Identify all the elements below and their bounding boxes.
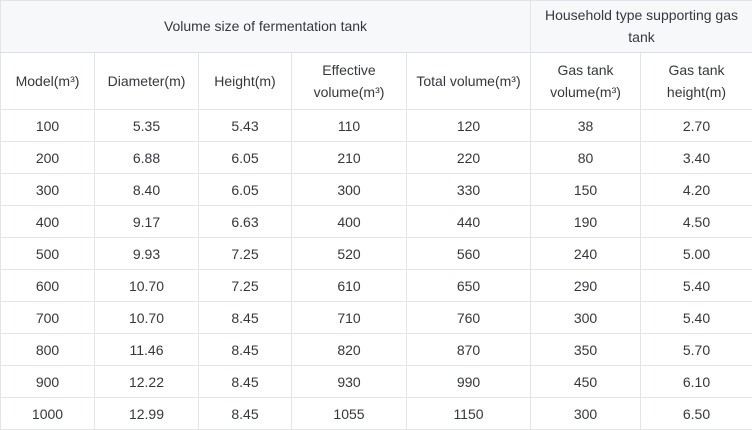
table-cell: 350 [531, 334, 641, 366]
table-cell: 5.70 [641, 334, 752, 366]
table-cell: 220 [407, 142, 531, 174]
table-cell: 6.10 [641, 366, 752, 398]
table-cell: 200 [1, 142, 95, 174]
table-cell: 930 [292, 366, 407, 398]
table-cell: 110 [292, 110, 407, 142]
table-cell: 800 [1, 334, 95, 366]
table-cell: 8.45 [199, 366, 292, 398]
group-header-row: Volume size of fermentation tank Househo… [1, 1, 752, 53]
table-cell: 300 [292, 174, 407, 206]
table-cell: 6.88 [95, 142, 199, 174]
table-cell: 4.20 [641, 174, 752, 206]
table-cell: 5.40 [641, 302, 752, 334]
table-cell: 400 [1, 206, 95, 238]
group-header-gas-tank: Household type supporting gas tank [531, 1, 752, 53]
table-cell: 610 [292, 270, 407, 302]
table-cell: 5.40 [641, 270, 752, 302]
table-cell: 6.05 [199, 142, 292, 174]
table-cell: 650 [407, 270, 531, 302]
table-cell: 12.22 [95, 366, 199, 398]
column-header-row: Model(m³) Diameter(m) Height(m) Effectiv… [1, 53, 752, 110]
column-header-effective-volume: Effective volume(m³) [292, 53, 407, 110]
table-cell: 8.45 [199, 398, 292, 430]
table-cell: 120 [407, 110, 531, 142]
table-cell: 6.63 [199, 206, 292, 238]
table-cell: 450 [531, 366, 641, 398]
table-cell: 8.45 [199, 334, 292, 366]
table-cell: 210 [292, 142, 407, 174]
table-cell: 870 [407, 334, 531, 366]
table-cell: 12.99 [95, 398, 199, 430]
table-cell: 400 [292, 206, 407, 238]
table-cell: 330 [407, 174, 531, 206]
table-cell: 700 [1, 302, 95, 334]
table-cell: 1150 [407, 398, 531, 430]
table-cell: 300 [1, 174, 95, 206]
table-cell: 820 [292, 334, 407, 366]
table-cell: 80 [531, 142, 641, 174]
table-cell: 10.70 [95, 302, 199, 334]
table-cell: 9.93 [95, 238, 199, 270]
table-cell: 300 [531, 302, 641, 334]
table-cell: 560 [407, 238, 531, 270]
table-cell: 710 [292, 302, 407, 334]
table-cell: 500 [1, 238, 95, 270]
table-cell: 11.46 [95, 334, 199, 366]
table-cell: 5.43 [199, 110, 292, 142]
table-cell: 6.05 [199, 174, 292, 206]
column-header-diameter: Diameter(m) [95, 53, 199, 110]
table-cell: 760 [407, 302, 531, 334]
table-cell: 9.17 [95, 206, 199, 238]
table-cell: 7.25 [199, 270, 292, 302]
group-header-fermentation-tank: Volume size of fermentation tank [1, 1, 531, 53]
table-cell: 2.70 [641, 110, 752, 142]
table-cell: 190 [531, 206, 641, 238]
table-cell: 7.25 [199, 238, 292, 270]
table-cell: 5.00 [641, 238, 752, 270]
table-cell: 900 [1, 366, 95, 398]
column-header-gas-tank-volume: Gas tank volume(m³) [531, 53, 641, 110]
table-cell: 600 [1, 270, 95, 302]
table-cell: 520 [292, 238, 407, 270]
column-header-gas-tank-height: Gas tank height(m) [641, 53, 752, 110]
column-header-height: Height(m) [199, 53, 292, 110]
table-cell: 100 [1, 110, 95, 142]
column-header-total-volume: Total volume(m³) [407, 53, 531, 110]
table-cell: 3.40 [641, 142, 752, 174]
table-cell: 10.70 [95, 270, 199, 302]
table-cell: 150 [531, 174, 641, 206]
table-cell: 38 [531, 110, 641, 142]
table-cell: 990 [407, 366, 531, 398]
table-cell: 240 [531, 238, 641, 270]
table-header: Volume size of fermentation tank Househo… [1, 1, 752, 110]
table-cell: 440 [407, 206, 531, 238]
table-cell: 8.40 [95, 174, 199, 206]
table-cell: 1055 [292, 398, 407, 430]
column-header-model: Model(m³) [1, 53, 95, 110]
table-cell: 300 [531, 398, 641, 430]
table-cell: 6.50 [641, 398, 752, 430]
table-cell: 1000 [1, 398, 95, 430]
table-cell: 8.45 [199, 302, 292, 334]
table-cell: 290 [531, 270, 641, 302]
table-cell: 4.50 [641, 206, 752, 238]
table-cell: 5.35 [95, 110, 199, 142]
